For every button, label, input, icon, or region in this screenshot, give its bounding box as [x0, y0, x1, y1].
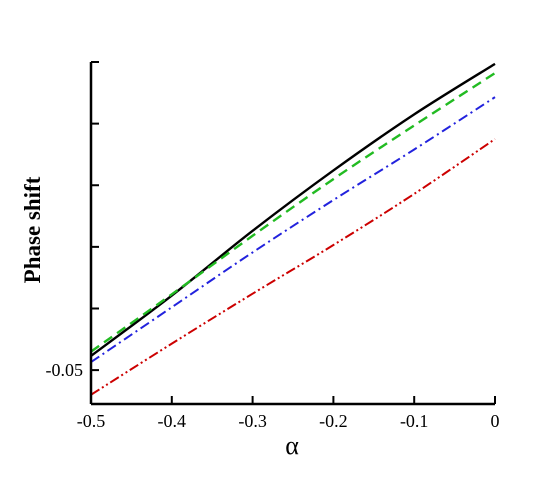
x-tick-label: -0.1 — [400, 411, 429, 431]
x-axis-title: α — [285, 431, 299, 460]
series-line-3 — [90, 96, 496, 363]
y-tick-label: -0.05 — [46, 360, 84, 380]
x-tick-label: -0.3 — [238, 411, 267, 431]
y-axis-title: Phase shift — [20, 176, 45, 283]
series-layer — [90, 62, 496, 396]
x-tick-label: -0.2 — [319, 411, 348, 431]
x-tick-label: -0.4 — [158, 411, 187, 431]
series-line-2 — [90, 72, 496, 353]
axes-layer: -0.5 -0.4 -0.3 -0.2 -0.1 0 -0.05 — [46, 61, 500, 431]
x-tick-label: -0.5 — [77, 411, 106, 431]
series-line-1 — [90, 62, 496, 357]
series-line-4 — [90, 138, 496, 396]
x-tick-label: 0 — [491, 411, 500, 431]
